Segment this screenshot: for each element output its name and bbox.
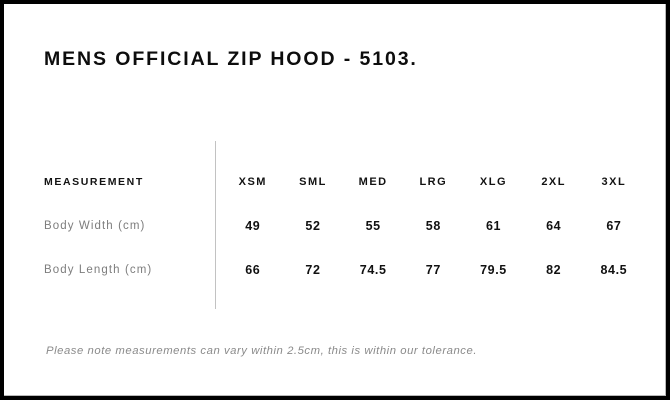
page-title: MENS OFFICIAL ZIP HOOD - 5103.: [44, 48, 418, 70]
cell-body-width-2xl: 64: [546, 219, 562, 233]
table-column-divider: [215, 141, 216, 309]
row-label-body-width: Body Width (cm): [44, 220, 146, 232]
table-row: Body Length (cm) 66 72 74.5 77 79.5 82 8…: [44, 248, 644, 292]
cell-body-length-xlg: 79.5: [480, 263, 507, 277]
cell-body-length-2xl: 82: [546, 263, 562, 277]
cell-body-length-med: 74.5: [359, 263, 387, 277]
column-header-2xl: 2XL: [541, 176, 566, 188]
table-body: Body Width (cm) 49 52 55 58 61 64 67 Bod…: [44, 204, 644, 292]
cell-body-length-sml: 72: [305, 263, 321, 277]
column-header-med: MED: [358, 176, 388, 188]
column-header-xlg: XLG: [479, 176, 508, 188]
cell-body-width-xlg: 61: [485, 219, 502, 233]
cell-body-length-3xl: 84.5: [600, 263, 628, 277]
column-header-sml: SML: [299, 176, 327, 188]
table-header-row: MEASUREMENT XSM SML MED LRG XLG 2XL 3XL: [44, 160, 644, 204]
row-label-body-length: Body Length (cm): [44, 264, 153, 276]
column-header-measurement: MEASUREMENT: [44, 176, 144, 188]
cell-body-length-xsm: 66: [245, 263, 261, 277]
table-row: Body Width (cm) 49 52 55 58 61 64 67: [44, 204, 644, 248]
size-chart-table: MEASUREMENT XSM SML MED LRG XLG 2XL 3XL …: [44, 160, 644, 292]
cell-body-width-3xl: 67: [606, 219, 622, 233]
table-footnote: Please note measurements can vary within…: [46, 345, 478, 357]
table-header: MEASUREMENT XSM SML MED LRG XLG 2XL 3XL: [44, 160, 644, 204]
cell-body-width-xsm: 49: [245, 219, 261, 233]
cell-body-length-lrg: 77: [425, 263, 441, 277]
size-guide-page: MENS OFFICIAL ZIP HOOD - 5103. MEASUREME…: [4, 4, 666, 396]
cell-body-width-lrg: 58: [425, 219, 441, 233]
column-header-lrg: LRG: [419, 176, 448, 188]
cell-body-width-sml: 52: [305, 219, 321, 233]
column-header-xsm: XSM: [238, 176, 267, 188]
column-header-3xl: 3XL: [601, 176, 627, 188]
cell-body-width-med: 55: [365, 219, 381, 233]
